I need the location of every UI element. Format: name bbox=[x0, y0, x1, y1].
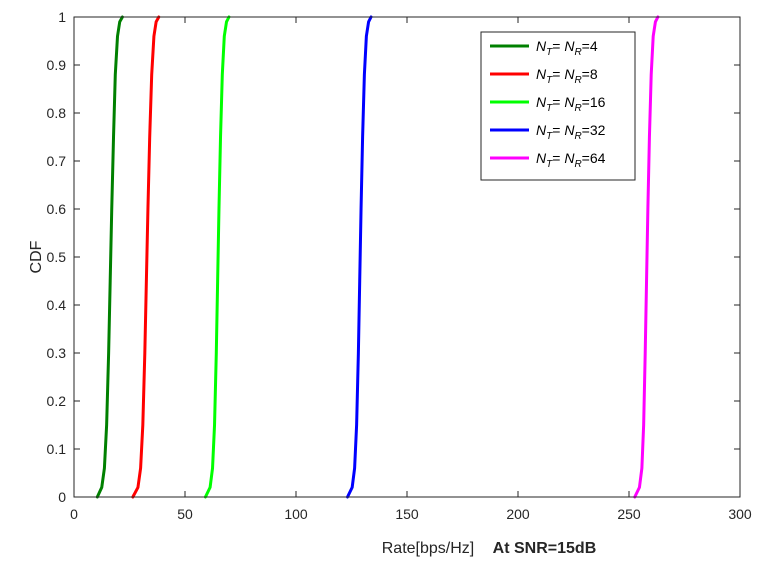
x-tick-label: 150 bbox=[395, 506, 419, 522]
series-line-4 bbox=[346, 15, 373, 499]
y-axis-label: CDF bbox=[28, 240, 45, 273]
x-tick-label: 200 bbox=[506, 506, 530, 522]
x-tick-label: 250 bbox=[617, 506, 641, 522]
series-line-3 bbox=[203, 15, 231, 499]
legend-entry-4: NT= NR=32 bbox=[536, 122, 606, 142]
plot-area bbox=[74, 17, 740, 497]
y-tick-label: 0 bbox=[58, 489, 66, 505]
y-tick-label: 0.4 bbox=[47, 297, 67, 313]
y-tick-label: 1 bbox=[58, 9, 66, 25]
y-tick-label: 0.3 bbox=[47, 345, 67, 361]
series-line-5 bbox=[633, 15, 660, 499]
y-tick-label: 0.7 bbox=[47, 153, 67, 169]
series-line-2 bbox=[131, 15, 161, 499]
y-axis-ticks: 0 0.1 0.2 0.3 0.4 0.5 0.6 0.7 0.8 0.9 1 bbox=[47, 9, 740, 505]
x-tick-label: 0 bbox=[70, 506, 78, 522]
series-layer bbox=[95, 15, 660, 499]
legend-entry-1: NT= NR=4 bbox=[536, 38, 598, 58]
x-tick-label: 50 bbox=[177, 506, 193, 522]
y-tick-label: 0.6 bbox=[47, 201, 67, 217]
x-axis-label-text: Rate[bps/Hz] bbox=[382, 540, 474, 557]
x-axis-label: Rate[bps/Hz] At SNR=15dB bbox=[382, 540, 597, 557]
x-axis-ticks: 0 50 100 150 200 250 300 bbox=[70, 17, 752, 522]
series-line-1 bbox=[95, 15, 124, 499]
y-tick-label: 0.5 bbox=[47, 249, 67, 265]
y-tick-label: 0.9 bbox=[47, 57, 67, 73]
legend-entry-2: NT= NR=8 bbox=[536, 66, 598, 86]
x-tick-label: 100 bbox=[284, 506, 308, 522]
legend-entry-5: NT= NR=64 bbox=[536, 150, 606, 170]
y-tick-label: 0.8 bbox=[47, 105, 67, 121]
y-tick-label: 0.1 bbox=[47, 441, 67, 457]
x-axis-annotation: At SNR=15dB bbox=[493, 540, 597, 557]
y-tick-label: 0.2 bbox=[47, 393, 67, 409]
x-tick-label: 300 bbox=[728, 506, 752, 522]
legend-entry-3: NT= NR=16 bbox=[536, 94, 606, 114]
legend: NT= NR=4 NT= NR=8 NT= NR=16 NT= NR=32 NT= NR… bbox=[480, 31, 636, 181]
legend-box bbox=[480, 31, 636, 181]
